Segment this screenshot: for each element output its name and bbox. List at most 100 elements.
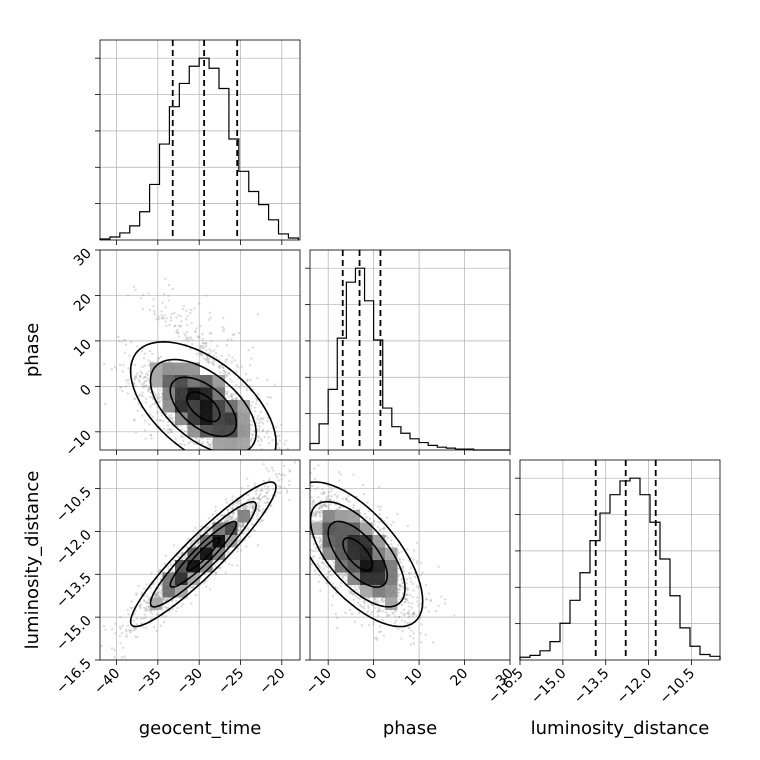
pair-geocent-time-vs-luminosity-distance-sample-point xyxy=(252,507,255,510)
pair-geocent-time-vs-phase-sample-point xyxy=(145,379,148,382)
pair-phase-vs-luminosity-distance-sample-point xyxy=(317,580,320,583)
pair-phase-vs-luminosity-distance-sample-point xyxy=(290,539,292,541)
pair-geocent-time-vs-luminosity-distance-sample-point xyxy=(126,624,130,627)
pair-geocent-time-vs-phase-sample-point xyxy=(130,340,133,344)
pair-geocent-time-vs-luminosity-distance-sample-point xyxy=(200,525,204,528)
pair-phase-vs-luminosity-distance-sample-point xyxy=(419,573,423,577)
pair-phase-vs-luminosity-distance-sample-point xyxy=(278,527,280,529)
pair-geocent-time-vs-phase-sample-point xyxy=(204,455,206,457)
pair-geocent-time-vs-phase-sample-point xyxy=(138,374,142,378)
pair-geocent-time-vs-phase-sample-point xyxy=(193,442,196,446)
pair-phase-vs-luminosity-distance-sample-point xyxy=(329,498,332,501)
pair-geocent-time-vs-luminosity-distance-sample-point xyxy=(226,508,229,512)
pair-phase-vs-luminosity-distance-sample-point xyxy=(365,516,368,519)
pair-geocent-time-vs-phase-sample-point xyxy=(199,354,202,357)
pair-phase-vs-luminosity-distance-sample-point xyxy=(406,611,410,615)
pair-geocent-time-vs-luminosity-distance-sample-point xyxy=(181,551,185,554)
pair-geocent-time-vs-luminosity-distance-sample-point xyxy=(123,655,126,658)
pair-geocent-time-vs-phase-sample-point xyxy=(142,377,145,380)
pair-geocent-time-vs-phase-sample-point xyxy=(252,460,254,462)
pair-geocent-time-vs-phase-sample-point xyxy=(163,293,166,296)
pair-geocent-time-vs-luminosity-distance-sample-point xyxy=(154,593,158,596)
pair-phase-vs-luminosity-distance-sample-point xyxy=(311,519,314,523)
pair-phase-vs-luminosity-distance-sample-point xyxy=(376,601,379,604)
pair-geocent-time-vs-luminosity-distance-sample-point xyxy=(256,517,259,521)
pair-geocent-time-vs-phase-sample-point xyxy=(215,344,219,347)
pair-phase-vs-luminosity-distance-sample-point xyxy=(327,507,330,510)
pair-phase-vs-luminosity-distance-sample-point xyxy=(415,560,419,563)
pair-geocent-time-vs-luminosity-distance-sample-point xyxy=(148,597,151,600)
pair-geocent-time-vs-luminosity-distance-sample-point xyxy=(196,542,200,545)
pair-geocent-time-vs-phase-sample-point xyxy=(247,349,250,352)
pair-phase-vs-luminosity-distance-sample-point xyxy=(304,478,306,480)
pair-geocent-time-vs-luminosity-distance-sample-point xyxy=(194,545,197,548)
pair-geocent-time-vs-phase-sample-point xyxy=(251,436,254,440)
pair-phase-vs-luminosity-distance-sample-point xyxy=(367,604,370,608)
pair-geocent-time-vs-phase-sample-point xyxy=(176,328,179,332)
pair-geocent-time-vs-luminosity-distance-sample-point xyxy=(191,540,194,543)
pair-geocent-time-vs-phase-sample-point xyxy=(195,327,198,330)
pair-geocent-time-vs-luminosity-distance-sample-point xyxy=(160,583,163,586)
pair-geocent-time-vs-phase-sample-point xyxy=(180,435,183,438)
pair-phase-vs-luminosity-distance-sample-point xyxy=(406,593,409,597)
pair-geocent-time-vs-phase-sample-point xyxy=(266,402,269,406)
pair-phase-vs-luminosity-distance-plot-area xyxy=(278,460,510,660)
pair-geocent-time-vs-luminosity-distance-sample-point xyxy=(182,557,186,560)
pair-geocent-time-vs-luminosity-distance-sample-point xyxy=(262,479,265,483)
pair-geocent-time-vs-luminosity-distance-sample-point xyxy=(263,485,267,488)
pair-phase-vs-luminosity-distance-sample-point xyxy=(314,512,317,515)
pair-geocent-time-vs-phase-sample-point xyxy=(210,332,213,335)
pair-geocent-time-vs-phase-sample-point xyxy=(138,375,142,378)
pair-geocent-time-vs-luminosity-distance-sample-point xyxy=(221,514,225,518)
pair-geocent-time-vs-luminosity-distance-sample-point xyxy=(162,621,166,624)
pair-phase-vs-luminosity-distance-sample-point xyxy=(453,614,456,617)
pair-geocent-time-vs-phase-sample-point xyxy=(218,364,222,368)
pair-phase-vs-luminosity-distance-sample-point xyxy=(320,505,323,508)
pair-geocent-time-vs-phase-sample-point xyxy=(212,453,214,455)
pair-phase-vs-luminosity-distance-sample-point xyxy=(351,592,354,595)
pair-geocent-time-vs-phase-sample-point xyxy=(192,307,196,310)
pair-geocent-time-vs-luminosity-distance-sample-point xyxy=(236,564,239,567)
pair-geocent-time-vs-luminosity-distance-sample-point xyxy=(149,610,152,613)
pair-geocent-time-vs-luminosity-distance-sample-point xyxy=(114,632,117,635)
pair-geocent-time-vs-luminosity-distance-sample-point xyxy=(135,593,138,597)
pair-geocent-time-vs-luminosity-distance-sample-point xyxy=(162,615,165,618)
pair-geocent-time-vs-phase-sample-point xyxy=(155,418,159,422)
pair-geocent-time-vs-phase-density-bin xyxy=(187,387,200,400)
pair-phase-vs-luminosity-distance-sample-point xyxy=(400,611,403,614)
pair-geocent-time-vs-phase-sample-point xyxy=(206,360,209,363)
pair-phase-vs-luminosity-distance-sample-point xyxy=(372,621,375,624)
pair-geocent-time-vs-phase-sample-point xyxy=(183,443,186,447)
pair-geocent-time-vs-phase-sample-point xyxy=(230,395,233,398)
pair-geocent-time-vs-luminosity-distance-sample-point xyxy=(260,519,264,522)
pair-phase-vs-luminosity-distance-sample-point xyxy=(319,511,322,514)
pair-geocent-time-vs-luminosity-distance-sample-point xyxy=(157,595,160,598)
pair-geocent-time-vs-phase-sample-point xyxy=(209,316,212,319)
pair-geocent-time-vs-phase-sample-point xyxy=(215,457,217,459)
pair-geocent-time-vs-luminosity-distance-sample-point xyxy=(159,624,162,627)
pair-geocent-time-vs-phase-density-bin xyxy=(212,425,225,438)
pair-geocent-time-vs-luminosity-distance-sample-point xyxy=(172,544,176,547)
pair-geocent-time-vs-luminosity-distance-xtick-label-1: −35 xyxy=(132,666,164,698)
pair-geocent-time-vs-luminosity-distance-sample-point xyxy=(102,624,106,628)
pair-phase-vs-luminosity-distance-sample-point xyxy=(352,598,355,601)
pair-geocent-time-vs-luminosity-distance-sample-point xyxy=(288,498,291,501)
pair-phase-vs-luminosity-distance-sample-point xyxy=(314,536,318,539)
pair-phase-vs-luminosity-distance-sample-point xyxy=(333,499,336,503)
pair-geocent-time-vs-luminosity-distance-sample-point xyxy=(130,600,133,603)
pair-geocent-time-vs-phase-sample-point xyxy=(133,377,136,380)
pair-geocent-time-vs-phase-sample-point xyxy=(157,400,160,404)
pair-phase-vs-luminosity-distance-sample-point xyxy=(375,636,378,640)
pair-phase-vs-luminosity-distance-sample-point xyxy=(290,507,292,509)
pair-geocent-time-vs-phase-sample-point xyxy=(174,437,177,440)
pair-geocent-time-vs-luminosity-distance-sample-point xyxy=(164,599,167,602)
pair-geocent-time-vs-luminosity-distance-sample-point xyxy=(257,495,261,498)
pair-geocent-time-vs-phase-sample-point xyxy=(245,453,247,455)
pair-phase-vs-luminosity-distance-sample-point xyxy=(365,611,369,614)
pair-geocent-time-vs-luminosity-distance-sample-point xyxy=(276,491,279,494)
pair-geocent-time-vs-luminosity-distance-sample-point xyxy=(132,613,136,616)
pair-geocent-time-vs-phase-sample-point xyxy=(230,455,232,457)
pair-phase-vs-luminosity-distance-sample-point xyxy=(379,529,382,532)
pair-geocent-time-vs-luminosity-distance-sample-point xyxy=(154,595,157,598)
pair-geocent-time-vs-phase-sample-point xyxy=(230,338,233,341)
